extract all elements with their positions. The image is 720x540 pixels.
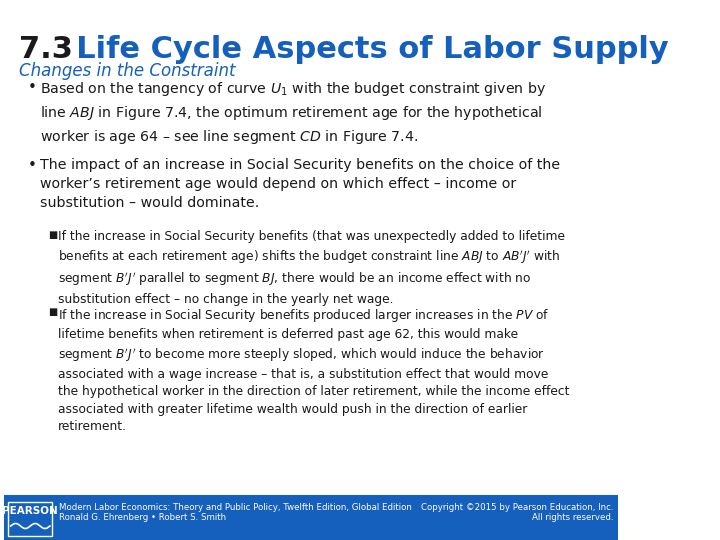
Text: If the increase in Social Security benefits (that was unexpectedly added to life: If the increase in Social Security benef… [58, 230, 564, 306]
Text: Modern Labor Economics: Theory and Public Policy, Twelfth Edition, Global Editio: Modern Labor Economics: Theory and Publi… [59, 503, 412, 512]
Text: The impact of an increase in Social Security benefits on the choice of the
worke: The impact of an increase in Social Secu… [40, 158, 559, 210]
Text: Ronald G. Ehrenberg • Robert S. Smith: Ronald G. Ehrenberg • Robert S. Smith [59, 513, 226, 522]
Text: •: • [28, 158, 37, 173]
Text: ■: ■ [48, 307, 58, 317]
Text: ■: ■ [48, 230, 58, 240]
Text: 7.3: 7.3 [19, 35, 73, 64]
FancyBboxPatch shape [8, 502, 53, 536]
Text: Copyright ©2015 by Pearson Education, Inc.: Copyright ©2015 by Pearson Education, In… [421, 503, 613, 512]
Text: •: • [28, 80, 37, 95]
Text: Life Cycle Aspects of Labor Supply: Life Cycle Aspects of Labor Supply [55, 35, 669, 64]
Text: Changes in the Constraint: Changes in the Constraint [19, 62, 235, 80]
Text: Based on the tangency of curve $U_1$ with the budget constraint given by
line $A: Based on the tangency of curve $U_1$ wit… [40, 80, 546, 146]
Text: If the increase in Social Security benefits produced larger increases in the $PV: If the increase in Social Security benef… [58, 307, 569, 433]
Text: PEARSON: PEARSON [2, 506, 58, 516]
FancyBboxPatch shape [4, 497, 618, 540]
Text: All rights reserved.: All rights reserved. [532, 513, 613, 522]
